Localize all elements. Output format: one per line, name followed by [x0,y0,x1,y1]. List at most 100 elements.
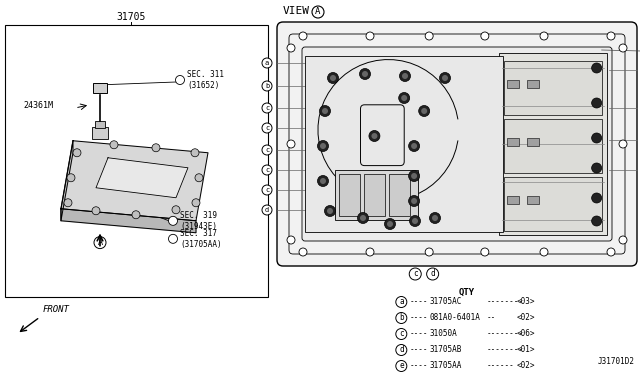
Text: VIEW: VIEW [283,6,310,16]
Text: A: A [97,238,102,247]
Circle shape [287,140,295,148]
Circle shape [396,312,407,324]
Text: <02>: <02> [516,314,535,323]
Circle shape [411,198,417,204]
Circle shape [168,234,177,243]
Text: ----: ---- [410,362,428,371]
Circle shape [540,32,548,40]
Bar [504,119,602,173]
Text: A: A [316,7,321,16]
Text: SEC. 319
(31943E): SEC. 319 (31943E) [180,211,217,231]
Bar [527,138,539,146]
Bar [499,53,607,235]
Circle shape [385,218,396,230]
Circle shape [299,248,307,256]
Circle shape [358,212,369,224]
Circle shape [591,216,602,226]
Text: SEC. 317
(31705AA): SEC. 317 (31705AA) [180,229,221,249]
Text: <06>: <06> [516,330,535,339]
Circle shape [429,212,440,224]
Bar [504,61,602,115]
Circle shape [399,93,410,103]
Text: c: c [265,125,269,131]
Text: 31050A: 31050A [429,330,457,339]
Circle shape [317,141,328,151]
Circle shape [262,58,272,68]
Circle shape [419,106,429,116]
Text: 24361M: 24361M [23,100,53,109]
Circle shape [540,248,548,256]
Bar [92,127,108,139]
Circle shape [172,206,180,214]
Bar [95,121,105,128]
Text: c: c [265,147,269,153]
Bar [5,25,268,297]
Circle shape [92,207,100,215]
Text: c: c [265,187,269,193]
Circle shape [409,268,421,280]
Text: ----: ---- [410,346,428,355]
Circle shape [591,163,602,173]
Text: d: d [430,269,435,279]
Circle shape [607,32,615,40]
Text: c: c [413,269,417,279]
Bar [364,174,385,216]
Circle shape [421,108,427,114]
Circle shape [67,174,75,182]
Circle shape [366,248,374,256]
Circle shape [619,236,627,244]
Bar [527,196,539,204]
Circle shape [110,141,118,149]
Text: --------: -------- [486,346,524,355]
Circle shape [425,248,433,256]
Circle shape [299,32,307,40]
Circle shape [262,123,272,133]
Circle shape [408,170,420,182]
Circle shape [168,217,177,225]
Circle shape [322,108,328,114]
Circle shape [362,71,368,77]
Text: 31705AB: 31705AB [429,346,461,355]
Text: 081A0-6401A: 081A0-6401A [429,314,480,323]
Circle shape [399,71,410,81]
Text: d: d [265,207,269,213]
Text: b: b [399,314,404,323]
Circle shape [408,196,420,206]
Text: c: c [399,330,404,339]
Text: --------: -------- [486,330,524,339]
Circle shape [328,73,339,83]
Circle shape [319,106,330,116]
Circle shape [262,165,272,175]
Circle shape [440,73,451,83]
Text: b: b [265,83,269,89]
Circle shape [425,32,433,40]
Circle shape [191,149,199,157]
Circle shape [317,176,328,186]
Circle shape [396,344,407,356]
Circle shape [360,68,371,80]
Bar [335,170,418,220]
Bar [93,83,107,93]
Circle shape [192,199,200,207]
Text: J31701D2: J31701D2 [598,357,635,366]
Text: d: d [399,346,404,355]
Circle shape [387,221,393,227]
Circle shape [312,6,324,18]
Circle shape [427,268,438,280]
Circle shape [262,205,272,215]
Bar [507,80,519,88]
Text: FRONT: FRONT [43,305,70,314]
Circle shape [195,174,203,182]
Circle shape [152,144,160,152]
Circle shape [262,185,272,195]
FancyBboxPatch shape [277,22,637,266]
Circle shape [591,133,602,143]
Polygon shape [61,141,208,221]
Circle shape [619,140,627,148]
Bar [339,174,360,216]
Text: e: e [399,362,404,371]
Text: ----: ---- [410,330,428,339]
Circle shape [287,236,295,244]
Circle shape [330,75,336,81]
Polygon shape [96,158,188,198]
